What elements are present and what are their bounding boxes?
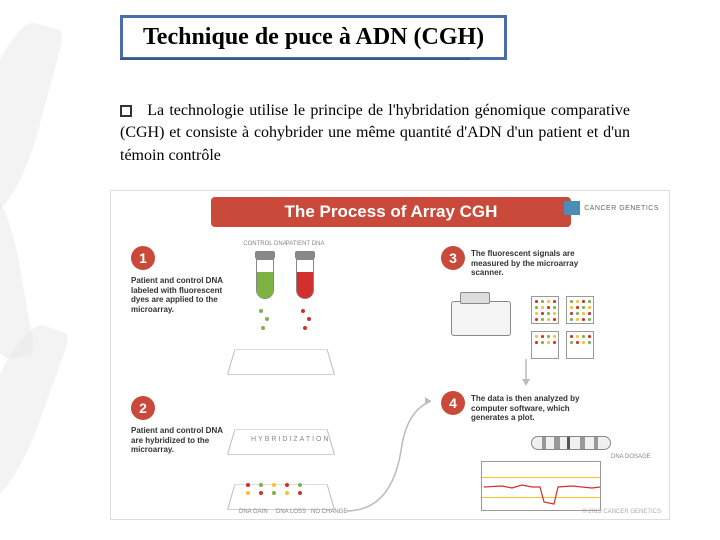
diagram-title: The Process of Array CGH bbox=[285, 202, 498, 222]
scanner-icon bbox=[451, 301, 511, 336]
copyright-text: © 2013 CANCER GENETICS bbox=[582, 509, 661, 515]
dna-dosage-plot bbox=[481, 461, 601, 511]
plot-label: DNA DOSAGE bbox=[611, 454, 651, 460]
description-paragraph: La technologie utilise le principe de l'… bbox=[120, 100, 630, 167]
dna-dot bbox=[303, 326, 307, 330]
down-arrow-icon bbox=[511, 356, 541, 391]
step-3-text: The fluorescent signals are measured by … bbox=[471, 249, 601, 278]
result-dot bbox=[246, 483, 250, 487]
step-2-text: Patient and control DNA are hybridized t… bbox=[131, 426, 231, 455]
logo-icon bbox=[564, 201, 580, 215]
dna-dot bbox=[259, 309, 263, 313]
dna-dot bbox=[301, 309, 305, 313]
array-result-grid-2 bbox=[566, 296, 594, 324]
result-dot bbox=[298, 491, 302, 495]
step-1-text: Patient and control DNA labeled with flu… bbox=[131, 276, 231, 314]
result-dot bbox=[259, 491, 263, 495]
control-tube: CONTROL DNA bbox=[256, 251, 274, 301]
dna-dot bbox=[307, 317, 311, 321]
cgh-diagram: The Process of Array CGH CANCER GENETICS… bbox=[110, 190, 670, 520]
microarray-plate-1 bbox=[227, 349, 335, 375]
step-4-text: The data is then analyzed by computer so… bbox=[471, 394, 601, 423]
gain-label: DNA GAIN bbox=[239, 509, 268, 515]
result-dot bbox=[259, 483, 263, 487]
step-4-circle: 4 bbox=[441, 391, 465, 415]
array-result-grid-3 bbox=[531, 331, 559, 359]
result-dot bbox=[285, 483, 289, 487]
background-feathers bbox=[0, 0, 70, 540]
result-dot bbox=[298, 483, 302, 487]
title-underline bbox=[120, 58, 470, 60]
chromosome-ideogram bbox=[531, 436, 611, 450]
result-dot bbox=[285, 491, 289, 495]
dna-dot bbox=[261, 326, 265, 330]
page-title: Technique de puce à ADN (CGH) bbox=[143, 24, 484, 50]
loss-label: DNA LOSS bbox=[276, 509, 306, 515]
step-3-circle: 3 bbox=[441, 246, 465, 270]
patient-tube: PATIENT DNA bbox=[296, 251, 314, 301]
result-dot bbox=[272, 491, 276, 495]
step-1-circle: 1 bbox=[131, 246, 155, 270]
result-dot bbox=[246, 491, 250, 495]
diagram-title-bar: The Process of Array CGH bbox=[211, 197, 571, 227]
result-dot bbox=[272, 483, 276, 487]
hybridization-label: HYBRIDIZATION bbox=[251, 436, 331, 443]
dna-dot bbox=[265, 317, 269, 321]
description-text: La technologie utilise le principe de l'… bbox=[120, 102, 630, 164]
array-result-grid-4 bbox=[566, 331, 594, 359]
title-box: Technique de puce à ADN (CGH) bbox=[120, 15, 507, 60]
step-2-circle: 2 bbox=[131, 396, 155, 420]
microarray-plate-3 bbox=[227, 484, 335, 510]
logo: CANCER GENETICS bbox=[564, 201, 659, 215]
bullet-icon bbox=[120, 105, 132, 117]
flow-arrow-icon bbox=[341, 391, 441, 521]
logo-text: CANCER GENETICS bbox=[584, 205, 659, 212]
array-result-grid-1 bbox=[531, 296, 559, 324]
